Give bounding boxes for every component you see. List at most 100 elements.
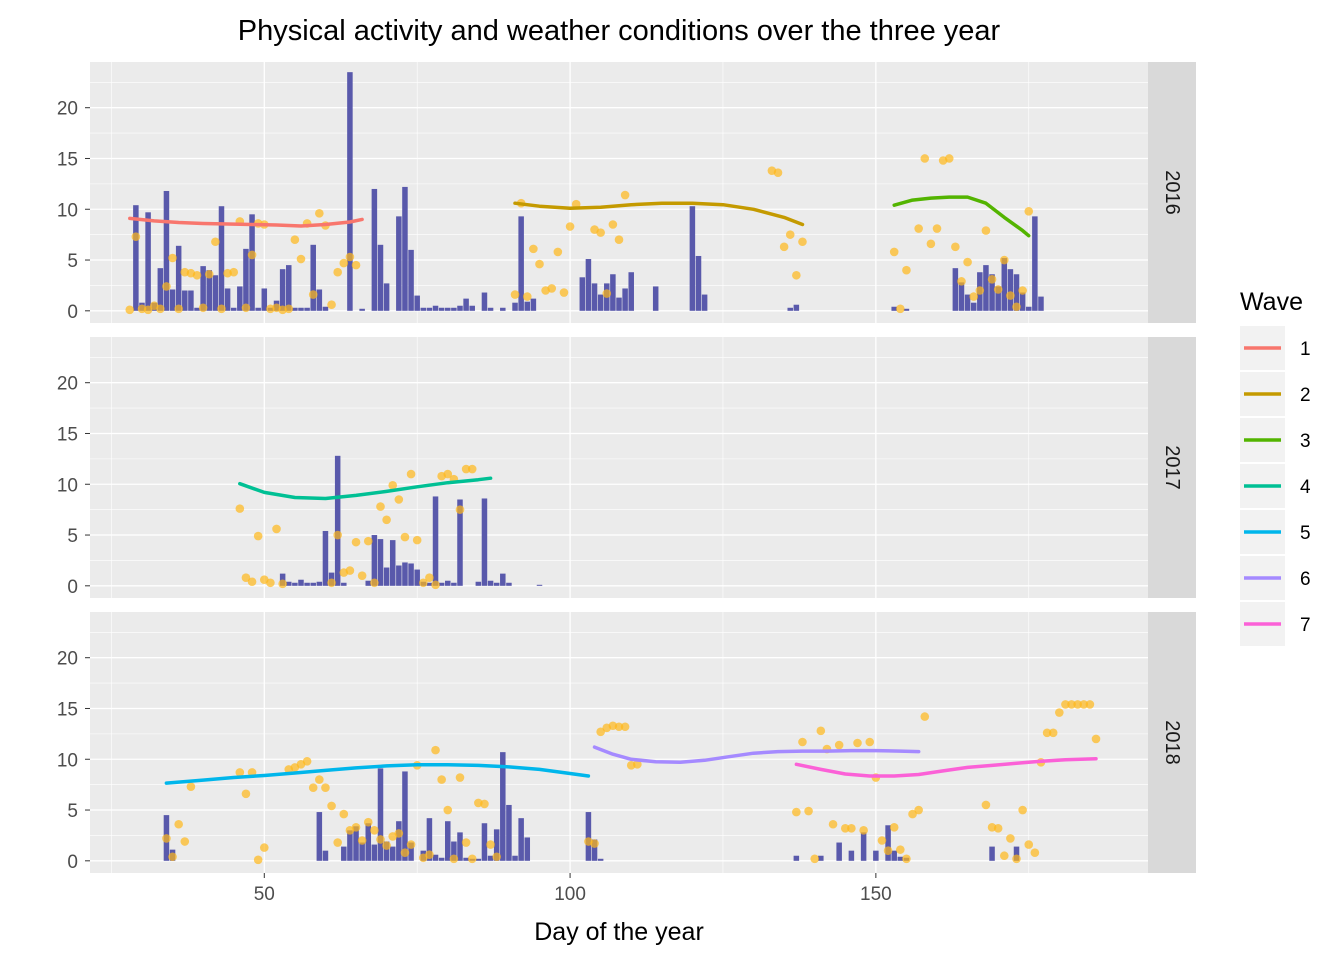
weather-point	[376, 835, 385, 844]
activity-bar	[1001, 258, 1008, 311]
activity-bar	[793, 855, 800, 861]
activity-bar	[255, 307, 261, 311]
activity-bar	[286, 581, 292, 586]
activity-bar	[512, 302, 518, 311]
activity-bar	[414, 295, 420, 311]
activity-bar	[995, 286, 1001, 311]
smooth-line-wave-6	[592, 745, 921, 765]
activity-bar	[432, 854, 439, 861]
weather-point	[253, 855, 263, 865]
weather-point	[828, 819, 838, 829]
weather-point	[1091, 734, 1101, 744]
weather-point	[975, 286, 985, 295]
smooth-line-wave-4	[238, 476, 493, 501]
weather-point	[217, 304, 226, 314]
weather-point	[987, 275, 997, 284]
y-tick-label: 15	[57, 424, 78, 445]
activity-bar	[610, 274, 616, 311]
weather-point	[993, 824, 1003, 833]
x-tick-label: 50	[254, 884, 275, 905]
activity-bar	[230, 307, 237, 311]
activity-bar	[408, 249, 414, 311]
x-tick-label: 100	[554, 884, 586, 905]
activity-bar	[377, 244, 384, 311]
facet-strip	[1148, 337, 1196, 598]
weather-point	[327, 300, 336, 310]
weather-point	[614, 722, 624, 732]
activity-bar	[310, 582, 316, 586]
activity-bar	[133, 205, 139, 311]
activity-bar	[438, 307, 445, 311]
activity-bar	[481, 292, 488, 311]
activity-bar	[224, 288, 231, 311]
weather-point	[816, 726, 826, 736]
y-tick-label: 5	[67, 801, 78, 822]
weather-point	[284, 304, 294, 314]
activity-bar	[481, 498, 488, 586]
weather-point	[437, 775, 446, 784]
activity-bar	[457, 305, 463, 311]
activity-bar	[334, 455, 341, 586]
weather-point	[455, 505, 465, 514]
weather-point	[535, 259, 544, 269]
weather-point	[406, 469, 416, 479]
activity-bar	[500, 307, 506, 311]
weather-point	[859, 826, 868, 835]
activity-bar	[622, 288, 628, 311]
activity-bar	[298, 579, 304, 586]
weather-point	[602, 289, 612, 298]
activity-bar	[194, 307, 200, 311]
weather-point	[247, 577, 257, 587]
weather-point	[1042, 728, 1052, 738]
activity-bar	[530, 298, 537, 311]
legend-title: Wave	[1240, 288, 1303, 316]
activity-bar	[500, 752, 506, 861]
weather-point	[486, 840, 495, 849]
weather-point	[926, 239, 936, 249]
weather-point	[847, 824, 856, 833]
legend-label-wave-3: 3	[1300, 431, 1311, 452]
y-tick-label: 10	[57, 750, 78, 771]
weather-point	[125, 305, 135, 315]
weather-point	[467, 464, 477, 474]
activity-bar	[500, 573, 506, 586]
weather-point	[241, 303, 251, 313]
activity-bar	[316, 289, 323, 311]
activity-bar	[445, 821, 451, 861]
weather-point	[168, 253, 177, 263]
activity-bar	[383, 841, 390, 861]
weather-point	[1024, 840, 1034, 849]
activity-bar	[347, 72, 353, 311]
weather-point	[327, 801, 336, 811]
activity-bar	[1038, 296, 1044, 311]
activity-bar	[1013, 846, 1020, 861]
weather-point	[804, 806, 813, 816]
activity-bar	[261, 288, 268, 311]
weather-point	[1061, 700, 1070, 709]
weather-point	[370, 826, 379, 835]
activity-bar	[585, 259, 592, 311]
activity-bar	[818, 855, 824, 861]
activity-bar	[597, 858, 604, 861]
smooth-line-wave-3	[892, 195, 1031, 238]
activity-bar	[1025, 306, 1032, 311]
activity-bar	[616, 297, 622, 311]
weather-point	[351, 260, 361, 270]
chart-title: Physical activity and weather conditions…	[238, 15, 1001, 47]
weather-point	[412, 535, 422, 545]
weather-point	[920, 712, 930, 721]
weather-point	[229, 267, 239, 277]
activity-bar	[341, 846, 347, 861]
y-tick-label: 20	[57, 99, 78, 120]
legend-label-wave-1: 1	[1300, 339, 1311, 360]
weather-point	[944, 154, 954, 163]
weather-point	[883, 846, 893, 855]
weather-point	[1018, 286, 1027, 295]
weather-point	[357, 571, 367, 580]
activity-bar	[432, 496, 439, 586]
weather-point	[1048, 728, 1058, 738]
weather-point	[162, 834, 171, 843]
weather-point	[596, 228, 605, 237]
weather-point	[192, 270, 202, 280]
weather-point	[785, 230, 795, 239]
